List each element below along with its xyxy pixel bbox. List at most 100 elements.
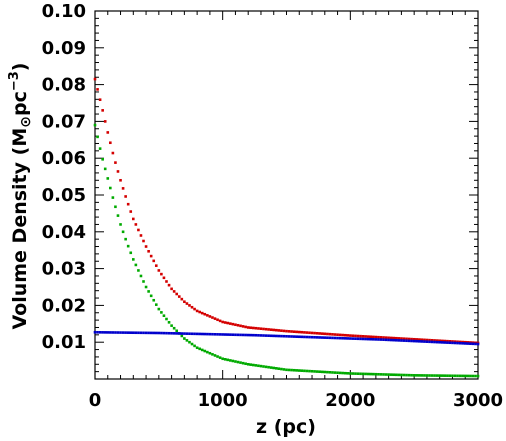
data-point xyxy=(183,337,186,340)
data-point xyxy=(295,369,299,372)
data-point xyxy=(195,346,199,350)
data-point xyxy=(132,331,135,335)
data-point xyxy=(269,334,273,338)
y-axis-title-exponent: −3 xyxy=(7,71,22,91)
data-point xyxy=(351,337,355,340)
data-point xyxy=(103,120,107,123)
data-point xyxy=(392,338,396,342)
data-point xyxy=(438,340,441,344)
data-point xyxy=(359,372,362,376)
data-point xyxy=(377,335,380,339)
data-point xyxy=(149,294,153,298)
data-point xyxy=(203,349,207,353)
data-point xyxy=(252,326,255,330)
data-point xyxy=(119,223,122,226)
data-point xyxy=(226,358,230,362)
data-point xyxy=(170,331,173,335)
data-point xyxy=(114,331,117,334)
data-point xyxy=(206,350,209,354)
data-point xyxy=(234,333,237,337)
data-point xyxy=(323,370,327,374)
data-point xyxy=(121,331,125,334)
data-point xyxy=(200,348,204,352)
data-point xyxy=(190,305,194,309)
data-point xyxy=(246,326,250,329)
data-point xyxy=(170,324,173,327)
data-point xyxy=(172,332,176,335)
data-point xyxy=(254,333,258,337)
data-point xyxy=(420,374,424,377)
data-point xyxy=(292,335,296,338)
data-point xyxy=(257,364,260,368)
data-point xyxy=(98,98,102,101)
series-2 xyxy=(93,330,480,346)
data-point xyxy=(229,359,232,362)
data-point xyxy=(206,314,209,317)
data-point xyxy=(277,329,281,332)
data-point xyxy=(392,336,396,340)
data-point xyxy=(374,338,378,341)
data-point xyxy=(287,330,291,333)
data-point xyxy=(387,336,390,340)
data-point xyxy=(175,329,179,333)
data-point xyxy=(134,223,138,226)
data-point xyxy=(397,373,401,377)
data-point xyxy=(162,331,166,335)
data-point xyxy=(267,334,270,337)
data-point xyxy=(274,328,278,332)
data-point xyxy=(167,331,171,335)
data-point xyxy=(149,331,153,335)
data-point xyxy=(387,338,390,342)
data-point xyxy=(246,362,250,366)
data-point xyxy=(315,331,319,335)
data-point xyxy=(297,335,301,339)
data-point xyxy=(93,330,97,334)
data-point xyxy=(267,328,270,331)
data-point xyxy=(310,369,314,373)
data-point xyxy=(221,333,224,336)
data-point xyxy=(372,372,375,376)
data-point xyxy=(471,374,475,378)
data-point xyxy=(154,303,158,306)
data-point xyxy=(211,316,214,319)
data-point xyxy=(96,88,99,91)
data-point xyxy=(252,333,255,337)
data-point xyxy=(369,335,373,339)
data-point xyxy=(129,251,133,255)
data-point xyxy=(379,338,383,341)
data-point xyxy=(234,323,237,327)
data-point xyxy=(198,310,201,314)
data-point xyxy=(305,369,309,373)
data-point xyxy=(300,335,304,339)
data-point xyxy=(144,245,148,248)
data-point xyxy=(267,365,270,369)
data-point xyxy=(336,371,339,375)
data-point xyxy=(206,332,209,336)
data-point xyxy=(114,161,117,164)
data-point xyxy=(106,177,110,180)
data-point xyxy=(180,334,184,338)
data-point xyxy=(382,336,385,339)
data-point xyxy=(428,340,431,344)
data-point xyxy=(193,332,196,336)
data-point xyxy=(435,339,439,342)
data-point xyxy=(252,363,255,367)
data-point xyxy=(474,342,477,346)
data-point xyxy=(144,285,148,289)
data-point xyxy=(318,370,321,374)
data-point xyxy=(354,337,357,340)
data-point xyxy=(356,337,360,341)
data-point xyxy=(106,131,110,134)
data-point xyxy=(147,331,150,335)
data-point xyxy=(377,372,380,376)
data-point xyxy=(109,331,112,334)
data-point xyxy=(389,373,393,376)
data-point xyxy=(290,335,293,338)
data-point xyxy=(239,333,242,337)
y-axis-title: Volume Density (M⊙pc−3) xyxy=(7,63,34,330)
data-point xyxy=(167,321,171,324)
data-point xyxy=(116,331,120,334)
y-tick-label: 0.06 xyxy=(42,148,86,169)
data-point xyxy=(200,311,204,315)
data-point xyxy=(361,337,365,341)
